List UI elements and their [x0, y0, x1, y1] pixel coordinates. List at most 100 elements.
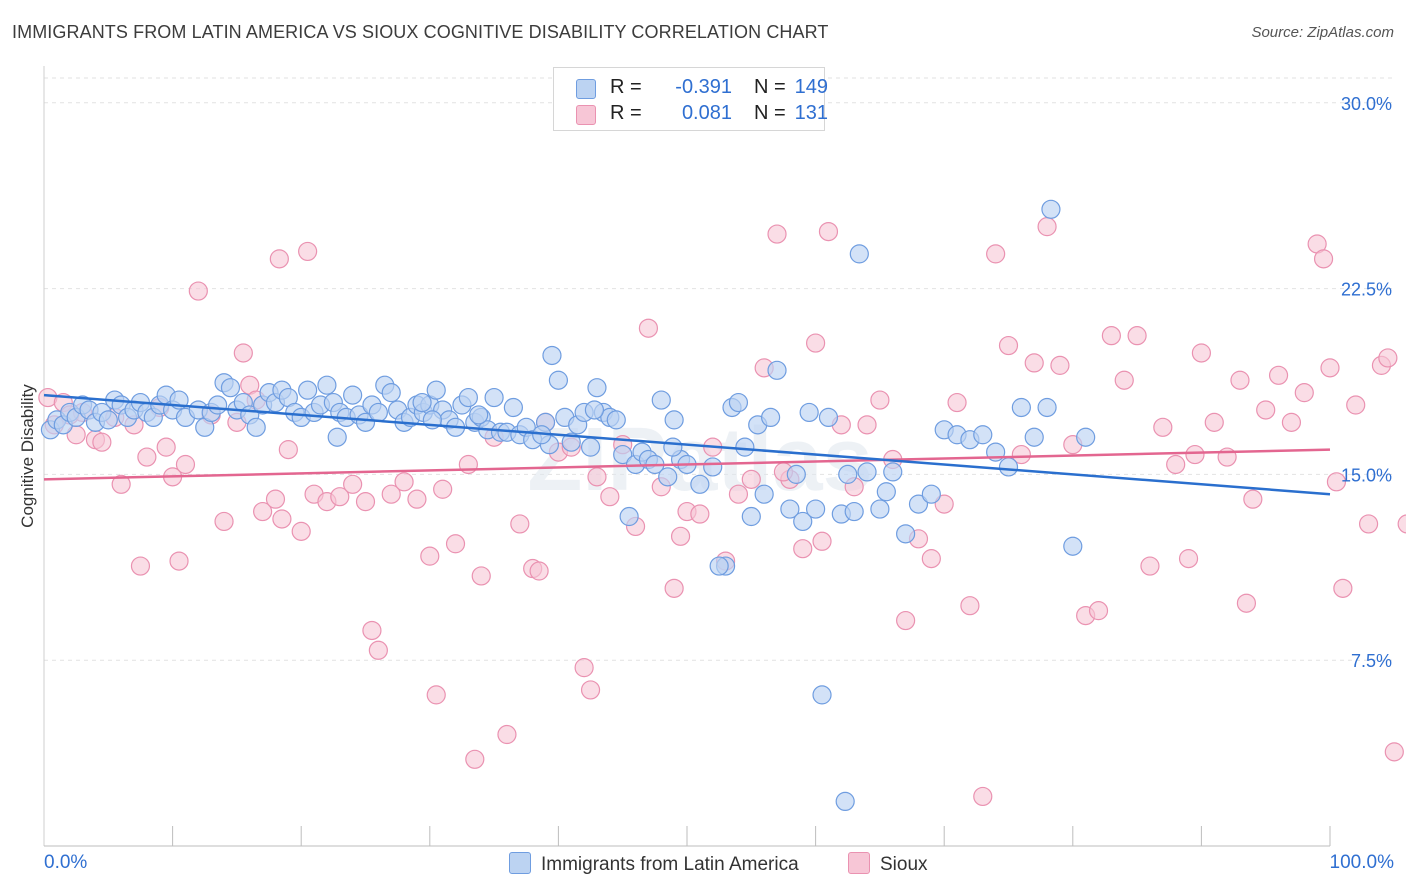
legend-r-value: 0.081	[681, 102, 732, 124]
sioux-point	[1236, 593, 1257, 613]
sioux-point	[1024, 353, 1044, 373]
sioux-point	[793, 539, 813, 559]
latin-america-point	[1063, 536, 1083, 556]
latin-america-point	[709, 556, 729, 576]
sioux-point	[1230, 370, 1250, 390]
y-tick-label: 22.5%	[1341, 280, 1392, 300]
sioux-point	[1178, 549, 1199, 569]
latin-america-point	[220, 378, 241, 398]
sioux-point	[812, 531, 832, 551]
latin-america-point	[298, 380, 318, 400]
latin-america-point	[838, 464, 858, 484]
sioux-point	[1326, 472, 1347, 492]
latin-america-point	[1041, 199, 1061, 219]
sioux-point	[1185, 444, 1205, 465]
sioux-point	[1384, 742, 1404, 762]
latin-america-point	[327, 427, 347, 447]
latin-america-point	[458, 387, 478, 408]
y-tick-labels: 7.5% 15.0% 22.5% 30.0%	[1341, 94, 1392, 671]
latin-america-point	[998, 457, 1019, 477]
sioux-point	[175, 454, 196, 475]
sioux-point	[1358, 514, 1379, 534]
sioux-point	[407, 489, 427, 509]
sioux-point	[580, 680, 601, 700]
latin-america-point	[896, 524, 916, 544]
sioux-point	[998, 335, 1019, 356]
latin-america-point	[908, 494, 929, 514]
sioux-point	[1191, 343, 1212, 363]
sioux-point	[426, 685, 446, 705]
legend-swatch-blue	[576, 79, 596, 99]
sioux-point	[1268, 365, 1289, 385]
sioux-point	[1204, 412, 1224, 432]
legend-r-label: R =	[610, 102, 642, 124]
sioux-point	[1140, 556, 1160, 576]
sioux-point	[1114, 370, 1134, 390]
sioux-point	[818, 222, 839, 242]
sioux-point	[857, 415, 877, 435]
sioux-point	[130, 556, 151, 576]
sioux-point	[420, 546, 440, 566]
sioux-point	[670, 526, 691, 546]
latin-america-point	[799, 402, 819, 423]
sioux-point	[269, 249, 289, 269]
correlation-legend: R = -0.391 N = 149 R = 0.081 N = 131	[553, 67, 828, 131]
latin-america-point	[786, 464, 806, 484]
sioux-point	[394, 472, 414, 492]
latin-america-point	[760, 407, 781, 428]
sioux-point	[1294, 383, 1314, 403]
latin-america-point	[584, 400, 605, 420]
sioux-point	[1256, 400, 1276, 420]
y-tick-label: 15.0%	[1341, 465, 1392, 485]
latin-america-point	[1076, 427, 1096, 447]
sioux-point	[330, 487, 350, 507]
latin-america-point	[542, 345, 562, 366]
latin-america-point	[835, 791, 855, 812]
sioux-point	[728, 484, 749, 504]
sioux-point	[529, 561, 549, 581]
latin-america-point	[548, 370, 569, 390]
latin-america-point	[343, 385, 363, 405]
sioux-point	[741, 469, 761, 489]
sioux-points	[38, 217, 1406, 807]
latin-america-point	[690, 474, 710, 494]
legend-n-label: N =	[754, 102, 786, 124]
latin-america-point	[849, 244, 869, 264]
legend-n-value: 149	[794, 76, 828, 98]
latin-america-point	[368, 402, 388, 423]
sioux-point	[298, 241, 318, 262]
latin-america-point	[844, 501, 864, 522]
latin-america-point	[780, 499, 800, 519]
latin-america-point	[412, 392, 432, 413]
latin-america-point	[587, 378, 607, 398]
latin-america-point	[870, 499, 890, 519]
latin-america-point	[793, 511, 813, 532]
latin-america-point	[561, 432, 581, 452]
latin-america-point	[246, 417, 266, 437]
latin-america-point	[857, 462, 877, 482]
latin-america-point	[426, 380, 446, 400]
sioux-point	[986, 244, 1006, 264]
sioux-point	[1313, 249, 1334, 269]
latin-america-point	[973, 425, 993, 445]
latin-america-point	[812, 685, 832, 705]
sioux-point	[1127, 326, 1147, 346]
latin-america-point	[663, 437, 683, 457]
latin-america-point	[741, 506, 761, 527]
sioux-point	[465, 749, 485, 769]
y-tick-label: 30.0%	[1341, 94, 1392, 114]
sioux-point	[1011, 444, 1031, 465]
latin-america-point	[658, 467, 678, 487]
latin-america-point	[818, 407, 839, 428]
latin-america-point	[728, 392, 749, 413]
sioux-point	[1166, 454, 1186, 475]
sioux-point	[1378, 348, 1398, 368]
bottom-legend-swatch-pink	[848, 852, 870, 874]
sioux-point	[870, 390, 890, 410]
latin-america-point	[703, 457, 723, 477]
legend-n-label: N =	[754, 76, 786, 98]
axis-layer	[43, 66, 1331, 847]
latin-america-point	[1011, 397, 1031, 418]
sioux-point	[253, 501, 273, 522]
